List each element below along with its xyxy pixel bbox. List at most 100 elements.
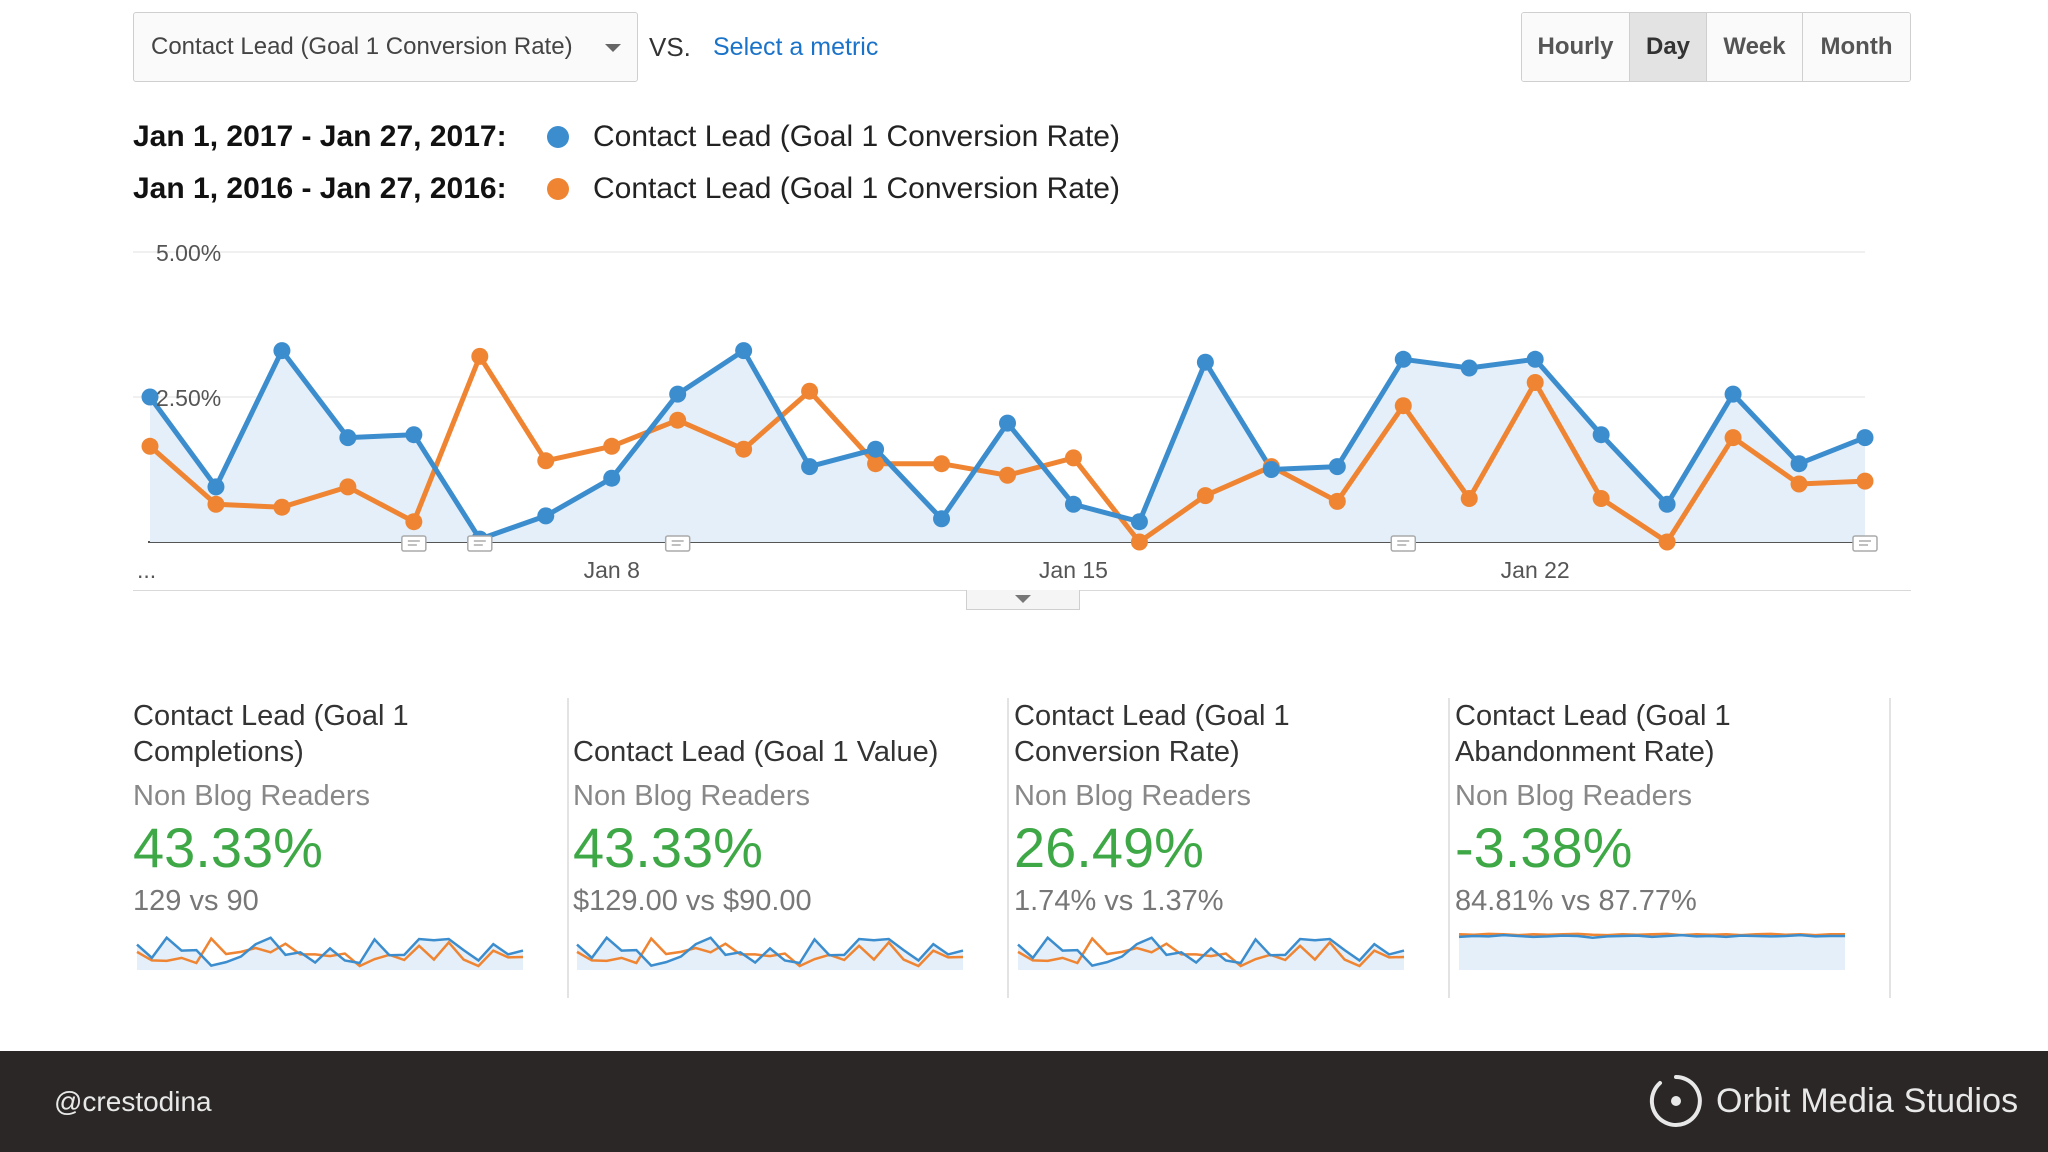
legend-metric-label: Contact Lead (Goal 1 Conversion Rate) [593,172,1120,205]
data-point[interactable] [1790,455,1808,473]
annotation-marker-icon[interactable] [664,535,691,552]
data-point[interactable] [1328,492,1346,510]
data-point[interactable] [339,429,357,447]
sparkline-area [1018,937,1404,970]
divider [567,698,569,998]
annotation-marker-icon[interactable] [1390,535,1417,552]
scorecard-title: Contact Lead (Goal 1 Value) [573,736,939,768]
data-point[interactable] [867,440,885,458]
scorecard-segment: Non Blog Readers [573,780,810,812]
data-point[interactable] [1130,533,1148,551]
data-point[interactable] [735,440,753,458]
data-point[interactable] [1856,472,1874,490]
divider [1448,698,1450,998]
data-point[interactable] [207,495,225,513]
scorecard-segment: Non Blog Readers [1014,780,1251,812]
data-point[interactable] [1658,495,1676,513]
day-button[interactable]: Day [1630,13,1707,81]
data-point[interactable] [1526,374,1544,391]
scorecard-completions[interactable]: Contact Lead (Goal 1 Completions) Non Bl… [133,698,569,998]
data-point[interactable] [537,507,555,525]
data-point[interactable] [1592,490,1610,507]
data-point[interactable] [1394,397,1412,415]
sparkline [1458,932,1845,970]
data-point[interactable] [471,347,489,365]
data-point[interactable] [933,510,951,528]
data-point[interactable] [669,411,687,429]
scorecard-segment: Non Blog Readers [1455,780,1692,812]
data-point[interactable] [1790,475,1808,493]
scorecard-title: Contact Lead (Goal 1 Conversion Rate) [1014,700,1290,768]
data-point[interactable] [1592,426,1610,444]
annotation-marker-icon[interactable] [401,535,427,552]
data-point[interactable] [1064,449,1082,467]
data-point[interactable] [1196,487,1214,505]
data-point[interactable] [405,513,423,531]
data-point[interactable] [1724,429,1742,447]
scorecard-abandonment-rate[interactable]: Contact Lead (Goal 1 Abandonment Rate) N… [1455,698,1891,998]
data-point[interactable] [273,498,291,516]
data-point[interactable] [999,414,1016,432]
scorecard-title: Contact Lead (Goal 1 Completions) [133,700,409,768]
data-point[interactable] [669,385,687,403]
data-point[interactable] [141,437,159,455]
data-point[interactable] [999,466,1016,484]
sparkline-previous [1458,932,1845,937]
legend-date-range: Jan 1, 2016 - Jan 27, 2016: [133,172,507,205]
legend-dot-icon [547,178,569,200]
sparkline-area [577,937,963,970]
data-point[interactable] [1856,429,1874,447]
week-button[interactable]: Week [1707,13,1803,81]
collapse-chart-toggle[interactable] [966,590,1080,610]
data-point[interactable] [801,458,819,476]
x-tick-label: Jan 8 [584,557,640,583]
data-point[interactable] [273,342,291,360]
data-point[interactable] [1262,461,1280,478]
scorecard-comparison: 84.81% vs 87.77% [1455,885,1697,917]
data-point[interactable] [405,426,423,444]
data-point[interactable] [537,452,555,470]
scorecard-conversion-rate[interactable]: Contact Lead (Goal 1 Conversion Rate) No… [1014,698,1450,998]
hourly-button[interactable]: Hourly [1522,13,1630,81]
data-point[interactable] [1130,513,1148,531]
data-point[interactable] [1064,495,1082,513]
sparkline [576,935,964,970]
line-chart[interactable]: 5.00% 2.50%... Jan 8 Jan 15 Jan 22 [0,220,2048,590]
data-point[interactable] [1460,359,1478,377]
sparkline [1017,935,1405,970]
data-point[interactable] [1460,490,1478,507]
data-point[interactable] [801,382,819,400]
scorecard-comparison: 1.74% vs 1.37% [1014,885,1224,917]
data-point[interactable] [1196,353,1214,371]
data-point[interactable] [603,437,621,455]
data-point[interactable] [1724,385,1742,403]
data-point[interactable] [933,455,951,473]
data-point[interactable] [1394,350,1412,368]
data-point[interactable] [1658,533,1676,551]
data-point[interactable] [1328,458,1346,476]
data-point[interactable] [141,388,159,406]
scorecard-value[interactable]: Contact Lead (Goal 1 Value) Non Blog Rea… [573,698,1009,998]
scorecard-change: 43.33% [133,816,323,879]
primary-metric-dropdown[interactable]: Contact Lead (Goal 1 Conversion Rate) [133,12,638,82]
scorecard-title: Contact Lead (Goal 1 Abandonment Rate) [1455,700,1731,768]
granularity-toggle: Hourly Day Week Month [1521,12,1911,82]
sparkline-current [576,935,964,967]
x-tick-label: Jan 15 [1039,557,1108,583]
data-point[interactable] [867,455,885,473]
y-tick-label: 5.00% [156,240,221,266]
select-metric-link[interactable]: Select a metric [713,33,879,61]
sparkline-current [1458,933,1845,939]
data-point[interactable] [339,478,357,496]
primary-metric-value: Contact Lead (Goal 1 Conversion Rate) [151,33,573,60]
data-point[interactable] [735,342,753,360]
month-button[interactable]: Month [1803,13,1910,81]
brand-logo: Orbit Media Studios [1648,1073,2018,1129]
data-point[interactable] [603,469,621,487]
annotation-marker-icon[interactable] [467,535,493,552]
annotation-marker-icon[interactable] [1852,535,1878,552]
sparkline-current [136,935,524,967]
chevron-down-icon [605,44,621,52]
data-point[interactable] [1526,350,1544,368]
data-point[interactable] [207,478,225,496]
